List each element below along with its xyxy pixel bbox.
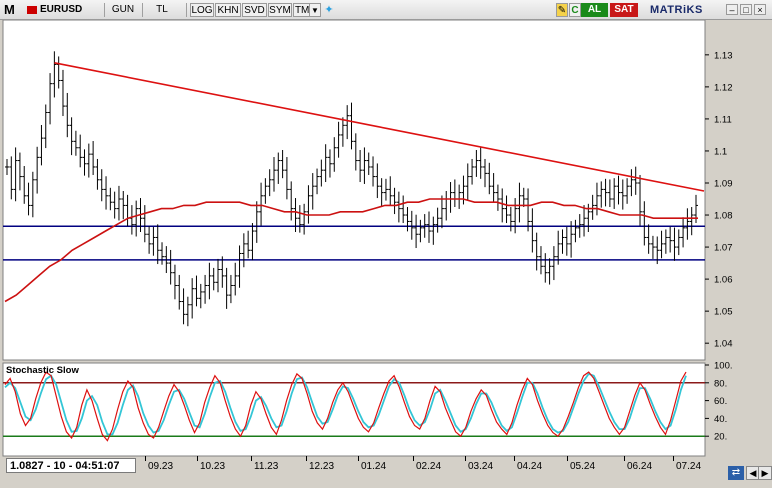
close-icon[interactable]: × bbox=[754, 4, 766, 15]
trendline bbox=[54, 62, 705, 192]
date-tick-label: 12.23 bbox=[309, 461, 335, 472]
price-readout: 1.0827 - 10 - 04:51:07 bbox=[6, 458, 136, 473]
date-tick-mark bbox=[413, 456, 414, 461]
chart-area[interactable]: Stochastic Slow 1.131.121.111.11.091.081… bbox=[0, 20, 762, 482]
date-tick-mark bbox=[197, 456, 198, 461]
price-tick-label: 1.13 bbox=[714, 50, 733, 61]
stochastic-tick-label: 40. bbox=[714, 414, 727, 425]
price-layer bbox=[3, 51, 705, 327]
flag-icon bbox=[27, 6, 37, 14]
refresh-icon[interactable]: C bbox=[569, 3, 581, 17]
toolbar-divider bbox=[142, 3, 143, 17]
date-tick-label: 10.23 bbox=[200, 461, 226, 472]
date-tick-mark bbox=[465, 456, 466, 461]
date-tick-label: 11.23 bbox=[254, 461, 279, 472]
price-tick-label: 1.06 bbox=[714, 275, 733, 286]
sell-button[interactable]: SAT bbox=[610, 3, 638, 17]
khn-button[interactable]: KHN bbox=[215, 3, 241, 17]
stochastic-tick-label: 60. bbox=[714, 396, 727, 407]
stochastic-title: Stochastic Slow bbox=[6, 365, 79, 376]
date-tick-label: 05.24 bbox=[570, 461, 596, 472]
price-tick-label: 1.1 bbox=[714, 146, 727, 157]
price-tick-label: 1.08 bbox=[714, 211, 733, 222]
date-tick-label: 09.23 bbox=[148, 461, 174, 472]
stochastic-layer: Stochastic Slow bbox=[3, 365, 705, 442]
price-tick-label: 1.12 bbox=[714, 82, 733, 93]
log-button[interactable]: LOG bbox=[190, 3, 214, 17]
toolbar-divider bbox=[186, 3, 187, 17]
date-tick-mark bbox=[514, 456, 515, 461]
period-button[interactable]: GUN bbox=[111, 4, 135, 15]
date-tick-mark bbox=[358, 456, 359, 461]
currency-button[interactable]: TL bbox=[156, 4, 168, 15]
date-tick-mark bbox=[624, 456, 625, 461]
stochastic-tick-label: 100. bbox=[714, 361, 733, 372]
sync-icon[interactable]: ⇄ bbox=[728, 466, 744, 480]
maximize-icon[interactable]: □ bbox=[740, 4, 752, 15]
date-tick-mark bbox=[251, 456, 252, 461]
sym-button[interactable]: SYM bbox=[268, 3, 292, 17]
stochastic-panel bbox=[2, 362, 706, 457]
toolbar: M EURUSD GUN TL LOG KHN SVD SYM TMP ▼ ✦ … bbox=[0, 0, 772, 20]
axis-layer: 1.13 1.12 1.11 1.1 1.09 1.08 1.07 1.06 1.05 1.04 1… bbox=[705, 50, 733, 443]
dropdown-arrow-icon[interactable]: ▼ bbox=[309, 3, 321, 17]
edit-icon[interactable]: ✎ bbox=[556, 3, 568, 17]
minimize-icon[interactable]: – bbox=[726, 4, 738, 15]
stochastic-tick-label: 20. bbox=[714, 432, 727, 443]
scroll-left-icon[interactable]: ◀ bbox=[746, 466, 760, 480]
svd-button[interactable]: SVD bbox=[242, 3, 267, 17]
price-tick-label: 1.07 bbox=[714, 243, 733, 254]
date-tick-label: 07.24 bbox=[676, 461, 702, 472]
buy-button[interactable]: AL bbox=[581, 3, 608, 17]
price-tick-label: 1.11 bbox=[714, 114, 732, 125]
stochastic-k-line bbox=[4, 371, 687, 442]
toolbar-divider bbox=[104, 3, 105, 17]
date-tick-mark bbox=[673, 456, 674, 461]
date-tick-label: 04.24 bbox=[517, 461, 543, 472]
date-tick-label: 01.24 bbox=[361, 461, 387, 472]
price-tick-label: 1.05 bbox=[714, 307, 733, 318]
price-tick-label: 1.09 bbox=[714, 178, 733, 189]
symbol-field[interactable]: EURUSD bbox=[40, 4, 83, 15]
date-tick-label: 03.24 bbox=[468, 461, 494, 472]
twitter-icon[interactable]: ✦ bbox=[324, 4, 334, 16]
date-tick-mark bbox=[306, 456, 307, 461]
matriks-logo[interactable]: M bbox=[4, 2, 15, 17]
brand-name: MATRiKS bbox=[650, 4, 703, 16]
price-tick-label: 1.04 bbox=[714, 339, 733, 350]
moving-average-line bbox=[4, 198, 698, 303]
date-tick-label: 02.24 bbox=[416, 461, 442, 472]
date-tick-mark bbox=[567, 456, 568, 461]
stochastic-tick-label: 80. bbox=[714, 378, 727, 389]
date-tick-mark bbox=[145, 456, 146, 461]
scroll-right-icon[interactable]: ▶ bbox=[758, 466, 772, 480]
date-tick-label: 06.24 bbox=[627, 461, 653, 472]
price-panel bbox=[2, 20, 706, 361]
